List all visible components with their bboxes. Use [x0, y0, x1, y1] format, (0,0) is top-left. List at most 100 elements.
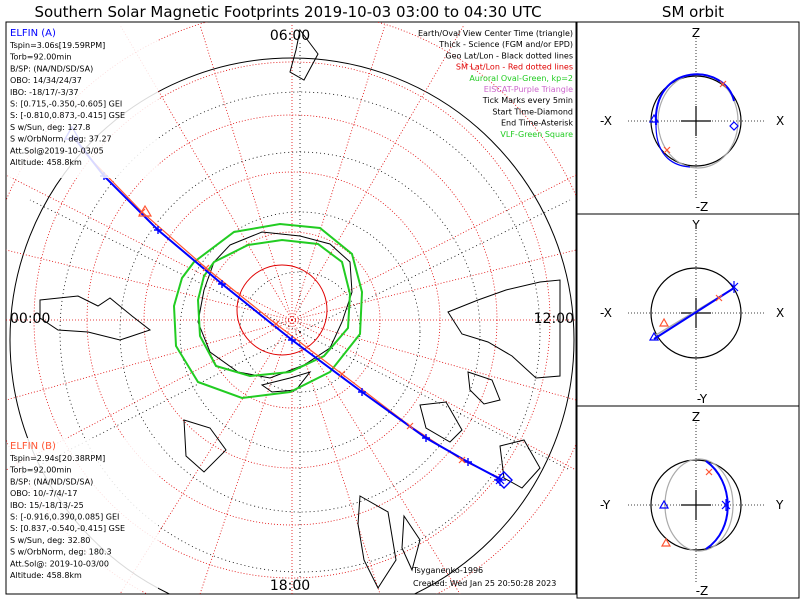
orbit-axis-label-bottom: -Y	[697, 392, 708, 406]
elfin-b-tick	[272, 320, 280, 328]
legend: Earth/Oval View Center Time (triangle) Th…	[418, 29, 573, 139]
elfin-b-tick	[663, 146, 671, 154]
mlt-label-right: 12:00	[534, 311, 574, 327]
mlt-label-left: 00:00	[10, 311, 50, 327]
elfin-b-tick	[202, 264, 210, 272]
orbit-axis-label-right: X	[776, 114, 784, 128]
info-line: S w/OrbNorm, deg: 180.3	[10, 548, 112, 557]
orbit-axis-label-top: Z	[692, 26, 700, 40]
sm-orbit-title: SM orbit	[662, 3, 724, 21]
earth-circle	[650, 267, 742, 359]
elfin-b-end	[715, 294, 723, 302]
elfin-b-title: ELFIN (B)	[10, 441, 56, 452]
orbit-axis-label-bottom: -Z	[696, 200, 709, 214]
elfin-a-orbit	[705, 460, 729, 550]
legend-entry: Thick - Science (FGM and/or EPD)	[438, 40, 573, 49]
elfin-a-tick	[288, 336, 296, 344]
elfin-b-info: ELFIN (B) Tspin=2.94s[20.38RPM] Torb=92.0…	[8, 438, 158, 591]
info-line: S: [0.837,-0.540,-0.415] GSE	[10, 524, 125, 533]
legend-entry: Tick Marks every 5min	[482, 96, 573, 105]
elfin-a-end	[721, 499, 731, 511]
orbit-axis-label-right: Y	[775, 498, 784, 512]
info-line: Tspin=3.06s[19.59RPM]	[9, 41, 105, 50]
info-line: S w/OrbNorm, deg: 37.27	[10, 135, 112, 144]
elfin-a-end	[729, 281, 739, 293]
elfin-a-marker	[658, 499, 670, 509]
orbit-axis-label-left: -Y	[600, 498, 611, 512]
elfin-a-end-marker	[495, 471, 513, 489]
orbit-axis-label-right: X	[776, 306, 784, 320]
elfin-b-tick	[458, 456, 466, 464]
legend-entry: Geo Lat/Lon - Black dotted lines	[445, 51, 573, 60]
elfin-a-tick	[218, 280, 226, 288]
elfin-b-marker	[658, 317, 670, 327]
orbit-panel-frame	[576, 405, 800, 599]
info-line: Altitude: 458.8km	[10, 158, 82, 167]
elfin-a-tick	[422, 434, 430, 442]
info-line: B/SP: (NA/ND/SD/SA)	[10, 64, 93, 73]
elfin-a-end-asterisk	[494, 474, 506, 486]
mlt-label-bottom: 18:00	[270, 578, 310, 594]
info-line: S: [-0.916,0.390,0.085] GEI	[10, 513, 119, 522]
info-line: IBO: -18/17/-3/37	[10, 88, 79, 97]
orbit-panel-1: Z -Z -X X	[576, 21, 800, 215]
info-line: OBO: 10/-7/4/-17	[10, 489, 77, 498]
auroral-oval-outer	[172, 222, 364, 400]
legend-entry: Auroral Oval-Green, kp=2	[469, 74, 573, 83]
map-frame	[5, 21, 577, 595]
info-line: IBO: 15/-18/13/-25	[10, 501, 84, 510]
elfin-b-center-marker	[137, 204, 153, 217]
sm-grid	[6, 22, 576, 594]
elfin-a-title: ELFIN (A)	[10, 28, 56, 39]
legend-entry: End Time-Asterisk	[501, 119, 573, 128]
elfin-a-marker	[648, 331, 660, 341]
earth-circle	[650, 459, 742, 551]
elfin-b-tick	[705, 468, 713, 476]
legend-entry: EISCAT-Purple Triangle	[484, 85, 573, 94]
elfin-a-orbit-tail	[655, 124, 691, 168]
info-line: Torb=92.00min	[9, 53, 71, 62]
orbit-axis-label-left: -X	[600, 306, 612, 320]
orbit-axis-label-bottom: -Z	[696, 584, 709, 598]
elfin-b-tick	[406, 422, 414, 430]
elfin-a-track	[71, 134, 503, 481]
chart-title: Southern Solar Magnetic Footprints 2019-…	[34, 3, 541, 21]
elfin-a-tick	[464, 458, 472, 466]
elfin-b-marker	[660, 537, 672, 547]
elfin-a-marker	[648, 113, 660, 123]
auroral-oval-inner	[196, 238, 352, 378]
info-line: S w/Sun, deg: 32.80	[10, 536, 90, 545]
info-line: B/SP: (NA/ND/SD/SA)	[10, 477, 93, 486]
info-line: Tspin=2.94s[20.38RPM]	[9, 454, 105, 463]
credit-created: Created: Wed Jan 25 20:50:28 2023	[413, 579, 556, 588]
elfin-a-tick	[358, 388, 366, 396]
info-line: S: [-0.810,0.873,-0.415] GSE	[10, 111, 125, 120]
legend-entry: VLF-Green Square	[500, 130, 573, 139]
elfin-b-track	[81, 149, 501, 479]
elfin-b-tick	[338, 370, 346, 378]
orbit-axis-label-top: Z	[692, 410, 700, 424]
elfin-a-tick	[154, 226, 162, 234]
elfin-b-end	[719, 80, 727, 88]
orbit-axis-label-top: Y	[691, 218, 700, 232]
elfin-a-orbit	[654, 73, 735, 126]
sm-pole-circle	[236, 264, 328, 356]
elfin-b-orbit	[664, 458, 734, 552]
info-line: Att.Sol@: 2019-10-03/00	[10, 559, 109, 568]
info-line: Torb=92.00min	[9, 466, 71, 475]
orbit-panel-3: Z -Z -Y Y	[576, 405, 800, 599]
info-line: S: [0.715,-0.350,-0.605] GEI	[10, 100, 122, 109]
elfin-a-info: ELFIN (A) Tspin=3.06s[19.59RPM] Torb=92.0…	[8, 25, 158, 178]
orbit-axis-label-left: -X	[600, 114, 612, 128]
orbit-panel-2: Y -Y -X X	[576, 213, 800, 407]
mlt-label-top: 06:00	[270, 28, 310, 44]
polar-map	[6, 22, 576, 594]
legend-entry: Start Time-Diamond	[492, 107, 573, 116]
elfin-a-start	[729, 121, 739, 131]
sm-orbit-panels: Z -Z -X X Y -Y -X X Z -Z -Y Y	[576, 21, 800, 599]
credit-model: Tsyganenko-1996	[412, 566, 483, 575]
legend-entry: Earth/Oval View Center Time (triangle)	[418, 29, 573, 38]
info-line: OBO: 14/34/24/37	[10, 76, 82, 85]
info-line: S w/Sun, deg: 127.8	[10, 123, 90, 132]
